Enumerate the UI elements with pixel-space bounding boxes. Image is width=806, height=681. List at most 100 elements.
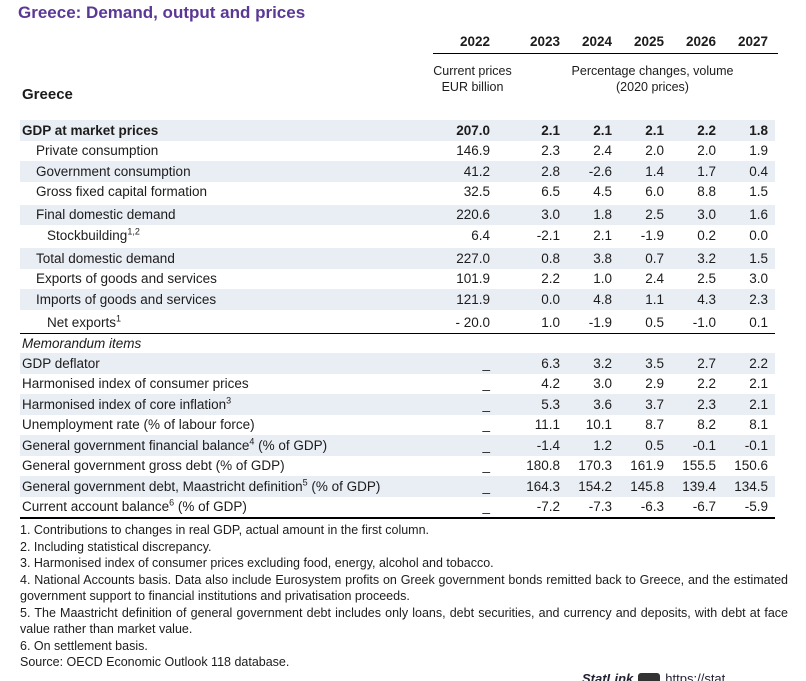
cell-value: -1.0: [692, 314, 716, 330]
subheader-line: Percentage changes, volume: [571, 64, 734, 78]
footnote: 1. Contributions to changes in real GDP,…: [20, 523, 430, 537]
cell-value: 0.5: [645, 437, 664, 453]
cell-value: 8.8: [697, 184, 716, 200]
table-row: Government consumption 41.2 2.8 -2.6 1.4 1.7 0…: [20, 161, 775, 182]
table-row: Final domestic demand 220.6 3.0 1.8 2.5 3.0 1.…: [20, 204, 775, 225]
year-header-2026: 2026: [685, 34, 716, 49]
cell-value: _: [482, 458, 490, 474]
column-subheader-percentage-changes: Percentage changes, volume (2020 prices): [525, 64, 780, 95]
cell-value: 32.5: [463, 184, 490, 200]
cell-value: 227.0: [456, 250, 490, 266]
table-row: Private consumption 146.9 2.3 2.4 2.0 2.0 1.9: [20, 141, 775, 162]
column-subheader-current-prices: Current prices EUR billion: [410, 64, 535, 95]
cell-value: _: [482, 437, 490, 453]
cell-value: 3.7: [645, 396, 664, 412]
cell-value: 2.1: [645, 122, 664, 138]
table-row: Total domestic demand 227.0 0.8 3.8 0.7 3.2 1.…: [20, 248, 775, 269]
memorandum-items-header: Memorandum items: [20, 332, 775, 354]
cell-value: 3.8: [593, 250, 612, 266]
cell-value: 1.8: [593, 207, 612, 223]
cell-value: -7.2: [536, 499, 560, 515]
row-label: Net exports1: [47, 314, 122, 330]
cell-value: 2.2: [749, 355, 768, 371]
row-label: Current account balance6 (% of GDP): [22, 499, 247, 515]
cell-value: 2.5: [697, 271, 716, 287]
table-row: Exports of goods and services 101.9 2.2 1.0…: [20, 269, 775, 290]
cell-value: 3.2: [593, 355, 612, 371]
cell-value: 2.0: [697, 143, 716, 159]
row-label: General government financial balance4 (%…: [22, 437, 328, 453]
cell-value: 0.0: [749, 227, 768, 243]
cell-value: 1.2: [593, 437, 612, 453]
cell-value: 2.1: [541, 122, 560, 138]
cell-value: -6.7: [692, 499, 716, 515]
year-header-2022: 2022: [459, 34, 490, 49]
cell-value: 4.2: [541, 376, 560, 392]
row-label: Unemployment rate (% of labour force): [22, 417, 255, 433]
country-label: Greece: [22, 86, 73, 103]
cell-value: 154.2: [578, 478, 612, 494]
cell-value: 0.2: [697, 227, 716, 243]
cell-value: _: [482, 396, 490, 412]
page-title: Greece: Demand, output and prices: [18, 3, 306, 22]
row-label: Government consumption: [36, 163, 191, 179]
cell-value: 2.9: [645, 376, 664, 392]
cell-value: -1.4: [536, 437, 560, 453]
cell-value: 164.3: [526, 478, 560, 494]
cell-value: 1.5: [749, 184, 768, 200]
table-section-main: GDP at market prices 207.0 2.1 2.1 2.1 2.2 1.8…: [20, 120, 775, 333]
cell-value: _: [482, 499, 490, 515]
footnote-list: 1. Contributions to changes in real GDP,…: [20, 522, 788, 654]
cell-value: 10.1: [585, 417, 612, 433]
cell-value: 0.5: [645, 314, 664, 330]
table-row: Current account balance6 (% of GDP) _ -7.2…: [20, 497, 775, 518]
table-row: GDP at market prices 207.0 2.1 2.1 2.1 2.2 1.8: [20, 120, 775, 141]
table-row: General government gross debt (% of GDP)…: [20, 456, 775, 477]
cell-value: 6.4: [471, 227, 490, 243]
cell-value: 4.3: [697, 291, 716, 307]
cell-value: 0.8: [541, 250, 560, 266]
cell-value: 161.9: [630, 458, 664, 474]
cell-value: 145.8: [630, 478, 664, 494]
cell-value: 170.3: [578, 458, 612, 474]
subheader-line: EUR billion: [441, 79, 504, 94]
header-rule: [433, 53, 778, 54]
cell-value: 0.1: [749, 314, 768, 330]
footnotes-block: 1. Contributions to changes in real GDP,…: [20, 522, 788, 671]
cell-value: -1.9: [640, 227, 664, 243]
cell-value: -6.3: [640, 499, 664, 515]
cell-value: 5.3: [541, 396, 560, 412]
cell-value: 3.0: [749, 271, 768, 287]
cell-value: 3.0: [541, 207, 560, 223]
cell-value: _: [482, 478, 490, 494]
cell-value: 8.7: [645, 417, 664, 433]
footnote-marker: 3: [226, 396, 232, 406]
cell-value: 2.2: [541, 271, 560, 287]
year-header-2025: 2025: [633, 34, 664, 49]
row-label: GDP deflator: [22, 355, 100, 371]
cell-value: 2.1: [749, 396, 768, 412]
cell-value: 2.1: [593, 122, 612, 138]
year-header-row: 2022 2023 2024 2025 2026 2027: [20, 34, 775, 49]
cell-value: 1.4: [645, 163, 664, 179]
cell-value: 180.8: [526, 458, 560, 474]
row-label: GDP at market prices: [22, 122, 159, 138]
statlink-icon: [638, 672, 661, 681]
cell-value: 1.8: [749, 122, 768, 138]
footnote-marker: 4: [249, 437, 255, 447]
footnote: 4. National Accounts basis. Data also in…: [20, 572, 788, 604]
cell-value: 3.0: [593, 376, 612, 392]
cell-value: -1.9: [588, 314, 612, 330]
cell-value: 1.0: [593, 271, 612, 287]
footnote-marker: 6: [169, 499, 175, 508]
cell-value: 6.5: [541, 184, 560, 200]
year-header-2024: 2024: [581, 34, 612, 49]
statlink-url[interactable]: https://stat: [665, 671, 726, 681]
cell-value: 2.2: [697, 376, 716, 392]
cell-value: 2.3: [697, 396, 716, 412]
cell-value: 3.6: [593, 396, 612, 412]
cell-value: 2.2: [697, 122, 716, 138]
cell-value: 139.4: [682, 478, 716, 494]
cell-value: 1.6: [749, 207, 768, 223]
